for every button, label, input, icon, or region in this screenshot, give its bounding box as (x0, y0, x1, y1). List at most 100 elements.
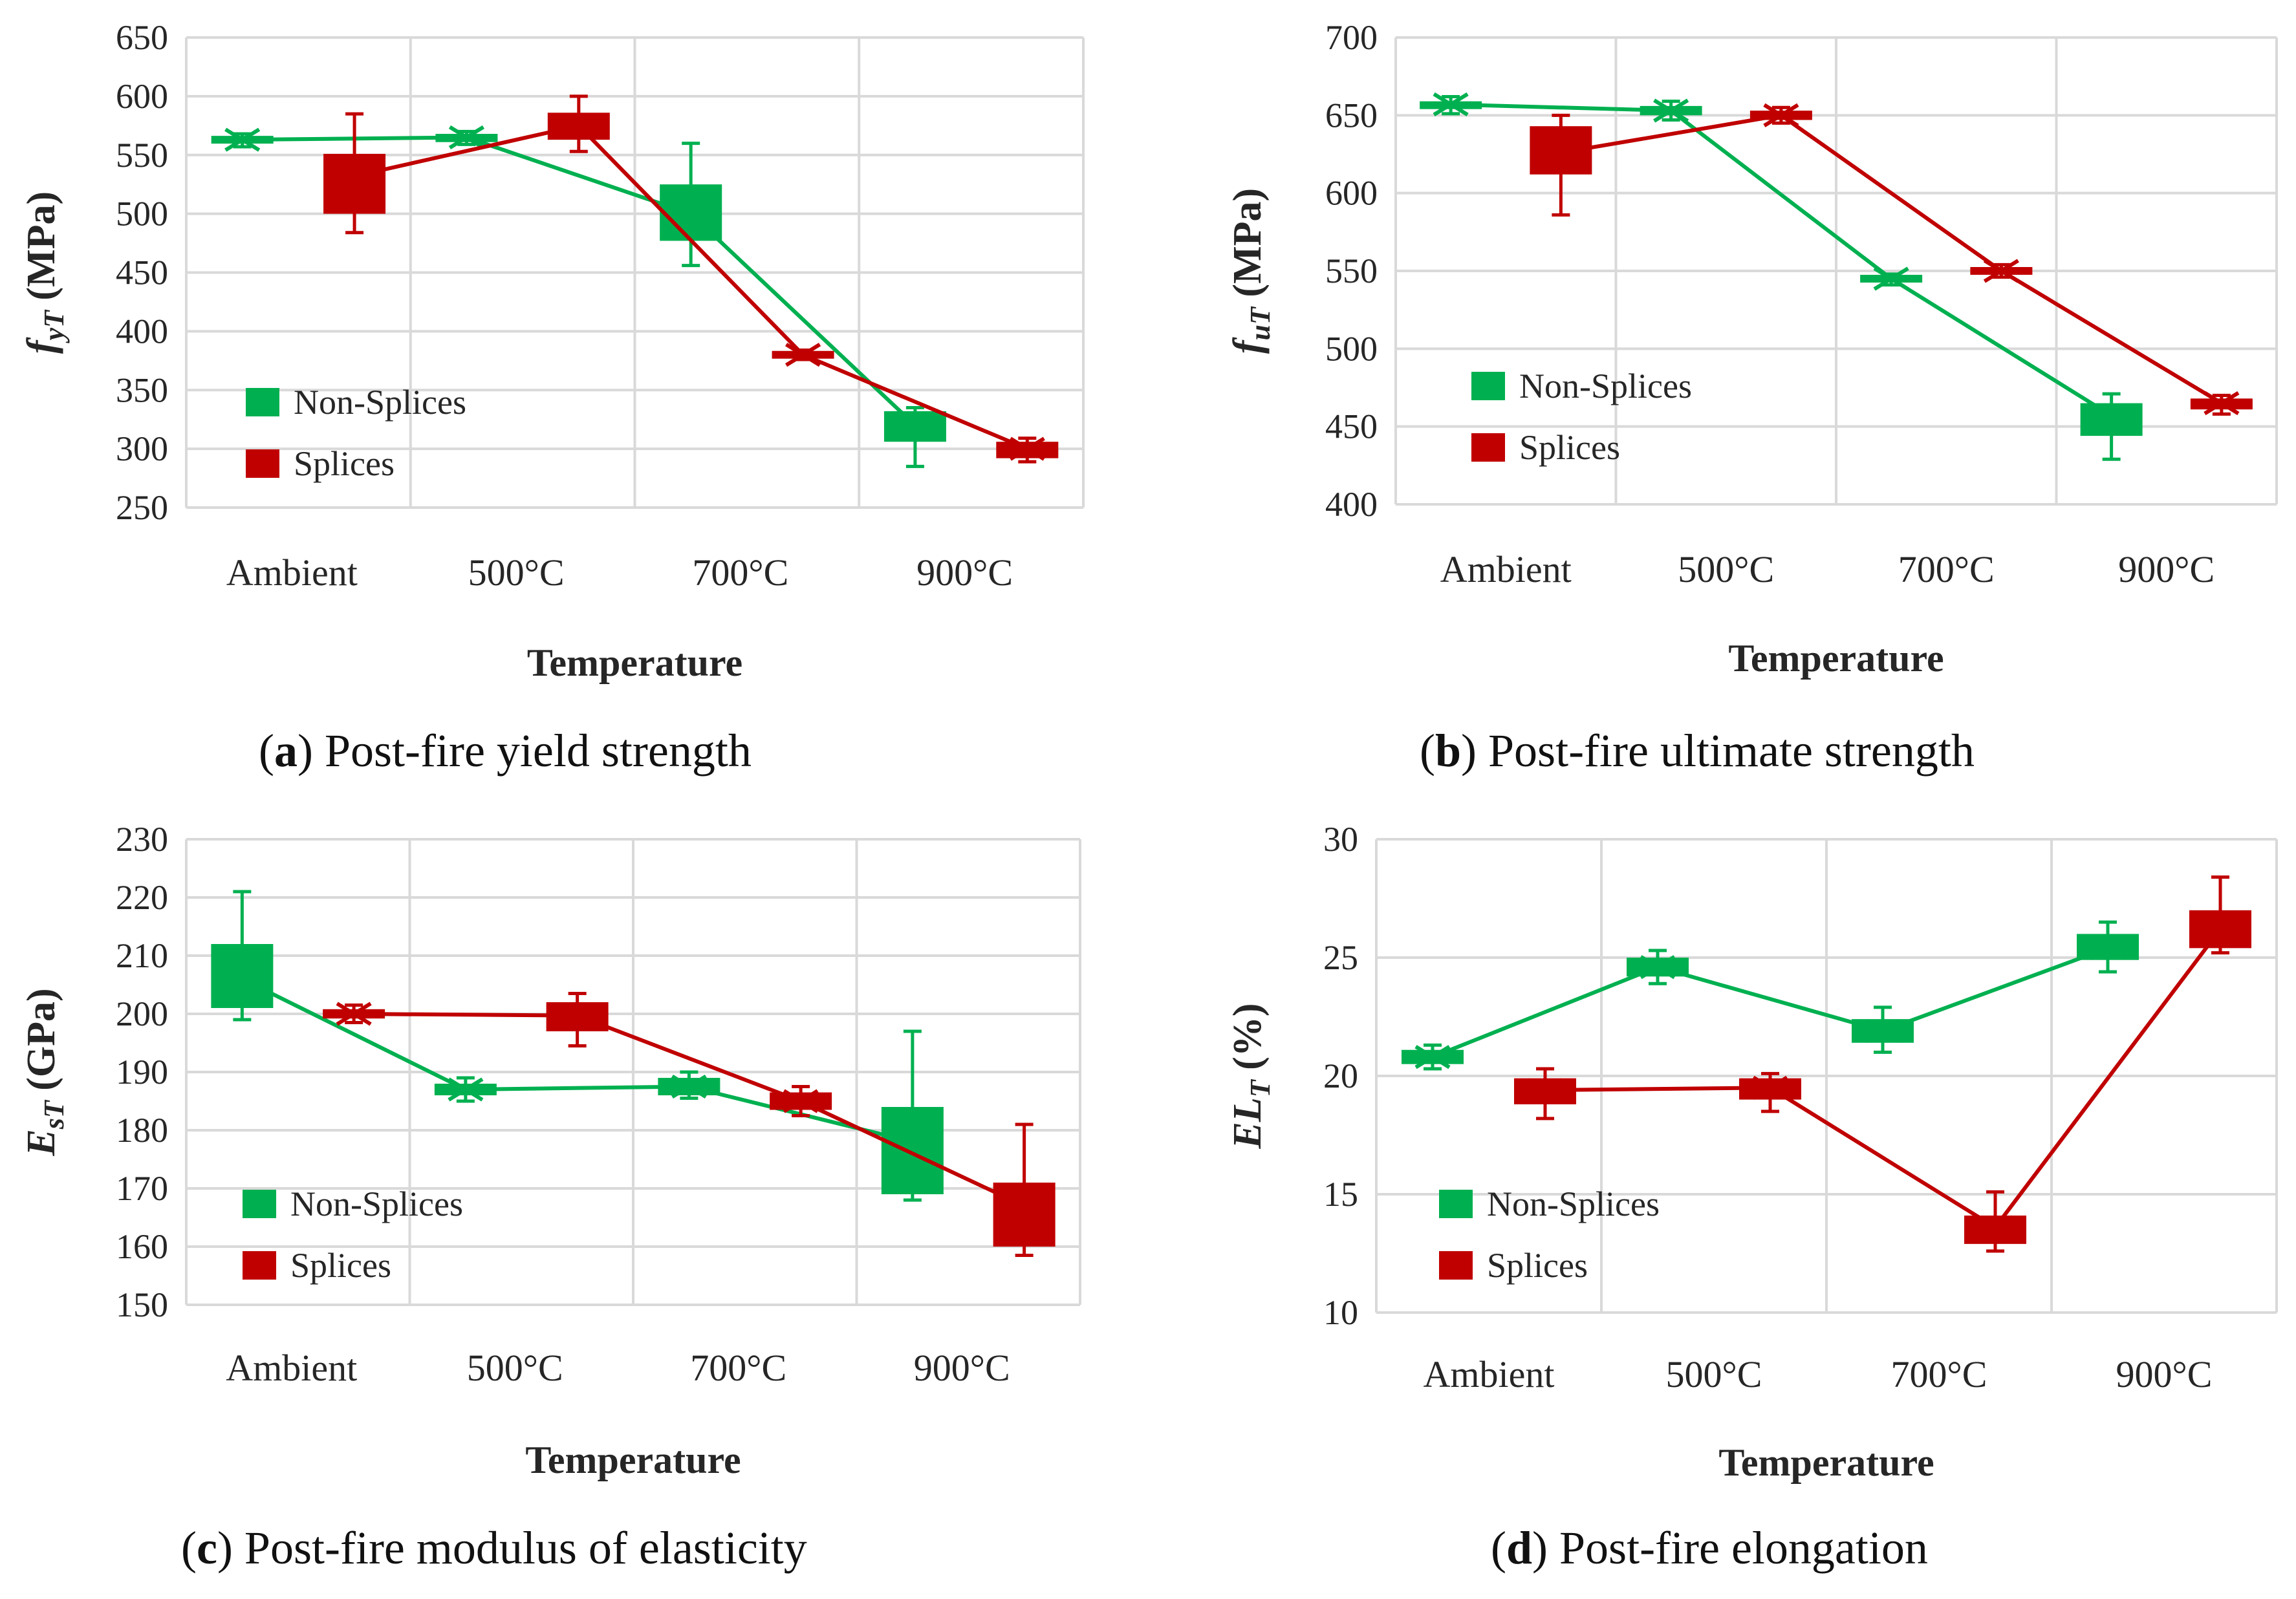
x-tick-label: 900°C (2118, 548, 2215, 590)
y-tick-label: 200 (116, 994, 168, 1033)
x-tick-label: 700°C (690, 1347, 786, 1389)
legend-label-splices: Splices (1487, 1246, 1588, 1285)
y-tick-label: 450 (1325, 407, 1378, 446)
y-tick-label: 220 (116, 878, 168, 917)
box-splices (993, 1183, 1056, 1247)
series-line-non_splices (1431, 946, 2109, 1059)
series-line-splices (1560, 113, 2223, 405)
y-tick-label: 550 (116, 136, 168, 175)
y-tick-label: 300 (116, 429, 168, 468)
legend-label-splices: Splices (294, 444, 395, 483)
x-tick-label: 500°C (1666, 1353, 1762, 1395)
y-tick-label: 150 (116, 1285, 168, 1324)
box-non_splices (211, 944, 274, 1008)
box-splices (1964, 1215, 2026, 1244)
y-tick-label: 30 (1323, 820, 1358, 859)
y-tick-label: 350 (116, 370, 168, 409)
y-tick-label: 250 (116, 488, 168, 527)
panel-caption: (c) Post-fire modulus of elasticity (181, 1522, 807, 1574)
y-tick-label: 25 (1323, 938, 1358, 977)
y-tick-label: 450 (116, 253, 168, 292)
legend-swatch-splices (246, 449, 279, 478)
y-tick-label: 650 (116, 18, 168, 57)
series-splices (323, 992, 1056, 1257)
y-tick-label: 210 (116, 936, 168, 975)
series-splices (1514, 875, 2251, 1253)
box-splices (323, 153, 386, 214)
x-tick-label: Ambient (226, 552, 358, 594)
legend-swatch-non_splices (1471, 372, 1505, 400)
chart-d: 10 15 20 25 30 Ambient 500°C 700°C 900°C Non-Spli… (1226, 820, 2278, 1574)
legend-swatch-non_splices (1439, 1190, 1473, 1218)
x-axis-label: Temperature (525, 1439, 741, 1481)
series-splices (323, 94, 1059, 464)
y-tick-label: 230 (116, 820, 168, 859)
series-line-non_splices (1451, 102, 2113, 418)
y-tick-label: 20 (1323, 1057, 1358, 1095)
series-line-splices (354, 123, 1028, 451)
legend-swatch-splices (1439, 1251, 1473, 1280)
series-non_splices (1402, 920, 2139, 1071)
x-tick-label: 500°C (468, 552, 565, 594)
y-tick-label: 180 (116, 1111, 168, 1150)
y-tick-label: 600 (1325, 174, 1378, 213)
chart-a: 250 300 350 400 450 500 550 600 650 Ambient 500°C 7… (19, 18, 1085, 777)
panel-caption: (a) Post-fire yield strength (259, 725, 752, 777)
y-tick-label: 190 (116, 1053, 168, 1091)
y-axis-label: fyT (MPa) (19, 191, 70, 354)
legend-label-non_splices: Non-Splices (1487, 1185, 1660, 1223)
legend-swatch-non_splices (243, 1190, 276, 1218)
y-axis-label: ELT (%) (1226, 1003, 1276, 1150)
y-tick-label: 400 (116, 312, 168, 350)
series-non_splices (1420, 92, 2143, 461)
chart-b: 400 450 500 550 600 650 700 Ambient 500°C 700°C 90… (1226, 18, 2278, 777)
x-tick-label: 900°C (916, 552, 1013, 594)
legend-label-splices: Splices (290, 1246, 391, 1285)
x-tick-label: 500°C (467, 1347, 563, 1389)
y-tick-label: 700 (1325, 18, 1378, 57)
panel-caption: (d) Post-fire elongation (1491, 1522, 1928, 1574)
legend-label-splices: Splices (1519, 428, 1620, 467)
x-tick-label: Ambient (226, 1347, 357, 1389)
series-splices (1530, 103, 2253, 416)
box-splices (1530, 126, 1592, 175)
y-tick-label: 500 (116, 195, 168, 233)
x-tick-label: 700°C (1891, 1353, 1987, 1395)
series-non_splices (211, 125, 946, 468)
chart-c: 150 160 170 180 190 200 210 220 230 Ambient 500°C 7… (19, 820, 1081, 1574)
y-tick-label: 500 (1325, 329, 1378, 368)
legend-swatch-splices (243, 1251, 276, 1280)
legend-label-non_splices: Non-Splices (290, 1185, 463, 1223)
y-tick-label: 160 (116, 1227, 168, 1266)
series-line-splices (1544, 928, 2222, 1230)
x-axis-label: Temperature (1718, 1441, 1934, 1484)
series-non_splices (211, 890, 944, 1202)
x-tick-label: 900°C (2116, 1353, 2213, 1395)
x-tick-label: 500°C (1678, 548, 1774, 590)
x-tick-label: 900°C (914, 1347, 1010, 1389)
legend-swatch-non_splices (246, 388, 279, 416)
y-tick-label: 650 (1325, 96, 1378, 134)
y-tick-label: 400 (1325, 485, 1378, 524)
y-axis-label: EsT (GPa) (19, 988, 70, 1156)
y-tick-label: 15 (1323, 1175, 1358, 1214)
legend-swatch-splices (1471, 433, 1505, 462)
y-tick-label: 600 (116, 77, 168, 116)
series-line-splices (354, 1012, 1025, 1208)
y-axis-label: fuT (MPa) (1226, 188, 1276, 354)
y-tick-label: 550 (1325, 252, 1378, 290)
x-tick-label: Ambient (1440, 548, 1572, 590)
x-tick-label: 700°C (1898, 548, 1995, 590)
x-axis-label: Temperature (1728, 637, 1944, 680)
legend-label-non_splices: Non-Splices (1519, 367, 1692, 405)
panel-caption: (b) Post-fire ultimate strength (1420, 725, 1975, 777)
x-tick-label: 700°C (692, 552, 788, 594)
y-tick-label: 170 (116, 1169, 168, 1208)
x-tick-label: Ambient (1424, 1353, 1555, 1395)
x-axis-label: Temperature (527, 641, 742, 684)
legend-label-non_splices: Non-Splices (294, 383, 466, 422)
box-non_splices (881, 1107, 944, 1194)
y-tick-label: 10 (1323, 1293, 1358, 1332)
box-non_splices (2080, 403, 2143, 436)
